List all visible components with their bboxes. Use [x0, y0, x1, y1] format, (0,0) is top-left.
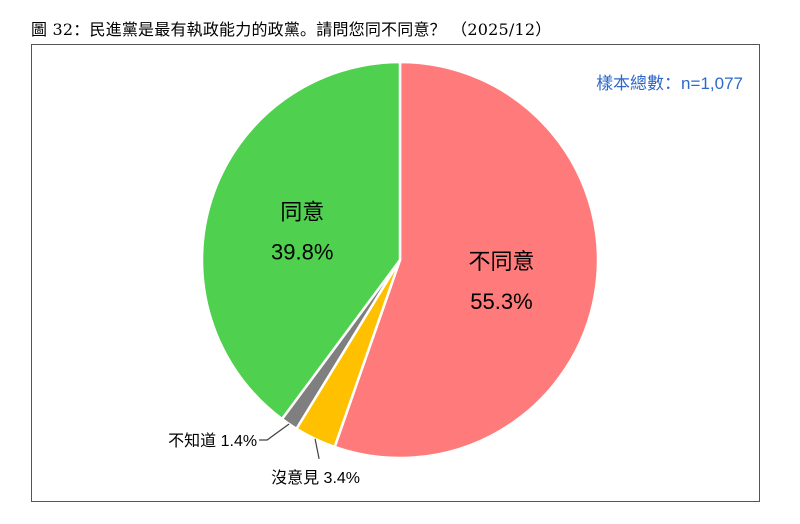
slice-labels: 不同意 55.3% 同意 39.8% 沒意見 3.4% 不知道 1.4% — [168, 200, 534, 487]
slice-label-value-0: 55.3% — [470, 289, 532, 314]
slice-label-value-3: 39.8% — [271, 240, 333, 265]
pie-slices — [200, 60, 600, 460]
slice-label-name-0: 不同意 — [468, 249, 534, 274]
sample-size-label: 樣本總數：n=1,077 — [596, 74, 743, 93]
chart-title: 圖 32：民進黨是最有執政能力的政黨。請問您同不同意？ （2025/12） — [31, 20, 552, 39]
chart-frame — [31, 44, 760, 502]
leader-line-1 — [314, 438, 320, 460]
slice-label-name-3: 同意 — [280, 200, 324, 225]
slice-label-outside-1: 沒意見 3.4% — [271, 468, 360, 487]
slice-label-outside-2: 不知道 1.4% — [168, 432, 257, 450]
leader-lines — [259, 423, 320, 460]
pie-slice-3 — [200, 60, 402, 421]
leader-line-2 — [259, 423, 290, 441]
